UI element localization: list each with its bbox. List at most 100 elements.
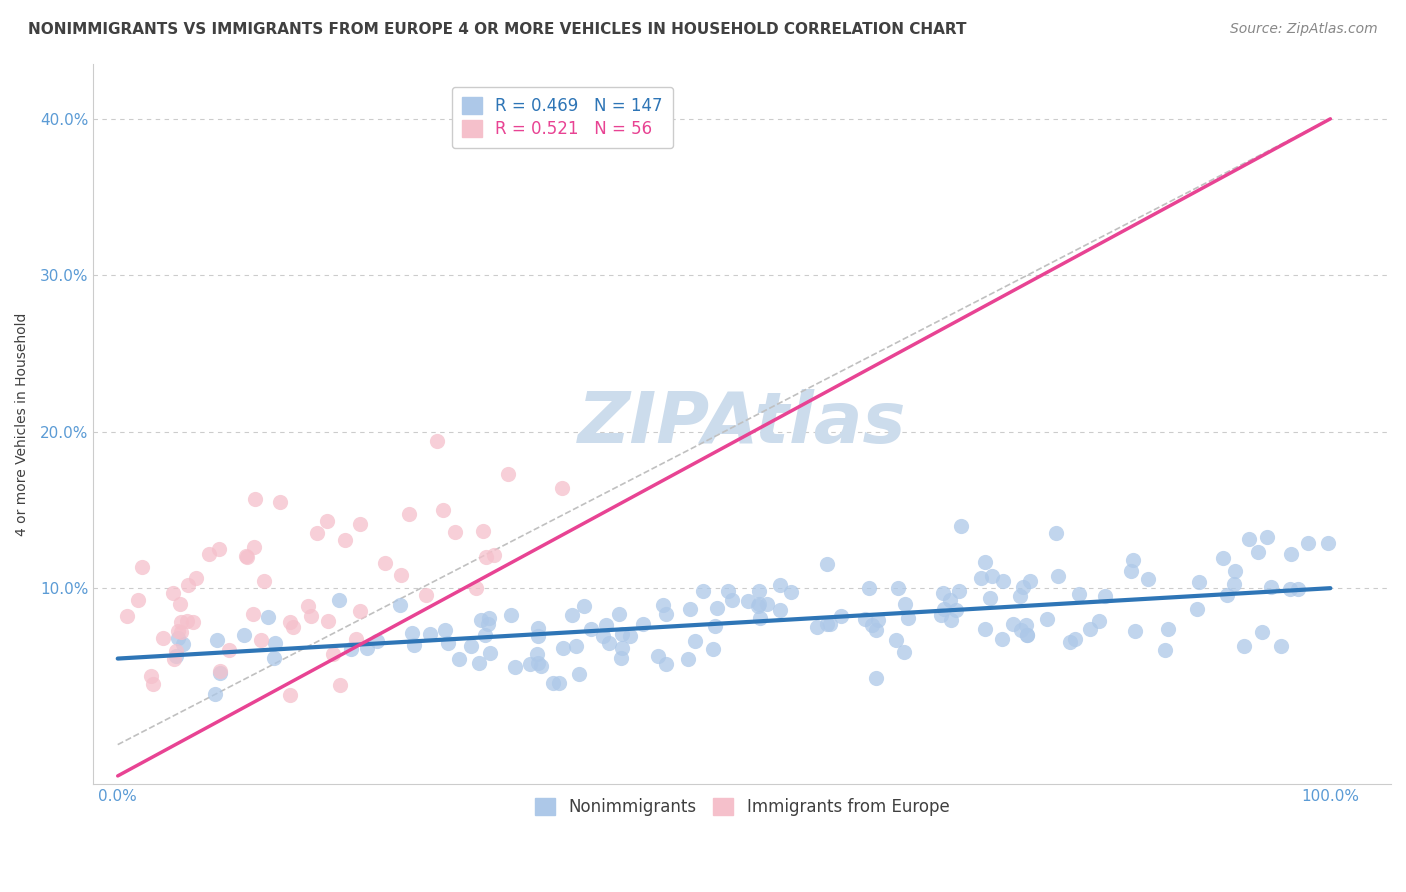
Point xyxy=(610,627,633,641)
Point xyxy=(830,609,852,624)
Point xyxy=(299,608,322,623)
Point xyxy=(269,494,291,508)
Point xyxy=(127,593,149,607)
Point xyxy=(1015,618,1038,632)
Point xyxy=(769,577,792,591)
Point xyxy=(747,599,769,613)
Point xyxy=(398,507,420,521)
Point xyxy=(858,582,880,596)
Point xyxy=(706,600,728,615)
Point xyxy=(866,613,889,627)
Point xyxy=(281,620,304,634)
Point xyxy=(169,615,191,630)
Point xyxy=(496,467,519,481)
Point xyxy=(389,599,412,613)
Point xyxy=(553,640,575,655)
Point xyxy=(1223,564,1246,578)
Point xyxy=(970,571,993,585)
Point xyxy=(1237,533,1260,547)
Point xyxy=(181,615,204,629)
Point xyxy=(894,597,917,611)
Point xyxy=(737,594,759,608)
Point xyxy=(633,617,655,632)
Point xyxy=(1223,577,1246,591)
Point xyxy=(184,571,207,585)
Point xyxy=(208,665,231,680)
Text: ZIPAtlas: ZIPAtlas xyxy=(578,390,907,458)
Point xyxy=(318,614,340,628)
Point xyxy=(449,652,471,666)
Point xyxy=(1187,602,1209,616)
Point xyxy=(1317,535,1340,549)
Point xyxy=(339,641,361,656)
Point xyxy=(519,657,541,671)
Point xyxy=(655,657,678,671)
Point xyxy=(717,584,740,599)
Point xyxy=(610,651,633,665)
Point xyxy=(756,597,779,611)
Point xyxy=(434,623,457,637)
Point xyxy=(236,549,259,564)
Point xyxy=(264,636,287,650)
Point xyxy=(748,611,770,625)
Point xyxy=(655,607,678,621)
Point xyxy=(209,664,232,678)
Point xyxy=(349,604,371,618)
Point xyxy=(1064,632,1087,646)
Point xyxy=(855,612,877,626)
Point xyxy=(607,607,630,621)
Point xyxy=(415,588,437,602)
Point xyxy=(477,617,499,632)
Point xyxy=(169,624,191,639)
Point xyxy=(1012,581,1035,595)
Point xyxy=(198,547,221,561)
Point xyxy=(1001,616,1024,631)
Point xyxy=(391,568,413,582)
Point xyxy=(1094,589,1116,603)
Point xyxy=(163,652,186,666)
Point xyxy=(328,593,350,607)
Point xyxy=(152,632,174,646)
Point xyxy=(1122,552,1144,566)
Point xyxy=(1260,580,1282,594)
Point xyxy=(1046,569,1069,583)
Y-axis label: 4 or more Vehicles in Household: 4 or more Vehicles in Household xyxy=(15,312,30,535)
Point xyxy=(297,599,319,614)
Point xyxy=(176,614,198,628)
Point xyxy=(437,636,460,650)
Point xyxy=(1251,624,1274,639)
Point xyxy=(256,610,278,624)
Point xyxy=(1279,548,1302,562)
Point xyxy=(1188,575,1211,590)
Point xyxy=(981,569,1004,583)
Point xyxy=(979,591,1001,605)
Point xyxy=(419,627,441,641)
Point xyxy=(344,632,367,647)
Point xyxy=(278,688,301,702)
Point xyxy=(1019,574,1042,588)
Point xyxy=(1121,564,1143,578)
Point xyxy=(165,644,187,658)
Point xyxy=(142,677,165,691)
Point xyxy=(245,492,267,507)
Point xyxy=(249,633,271,648)
Point xyxy=(948,584,970,599)
Point xyxy=(806,620,828,634)
Point xyxy=(748,597,770,611)
Point xyxy=(478,647,501,661)
Point xyxy=(263,650,285,665)
Point xyxy=(278,615,301,629)
Point xyxy=(470,613,492,627)
Point xyxy=(1154,643,1177,657)
Point xyxy=(679,602,702,616)
Point xyxy=(1059,635,1081,649)
Point xyxy=(1087,614,1109,628)
Point xyxy=(131,560,153,574)
Point xyxy=(815,557,838,571)
Point xyxy=(818,616,841,631)
Point xyxy=(471,524,494,539)
Point xyxy=(592,629,614,643)
Point xyxy=(780,585,803,599)
Point xyxy=(1067,587,1090,601)
Point xyxy=(769,603,792,617)
